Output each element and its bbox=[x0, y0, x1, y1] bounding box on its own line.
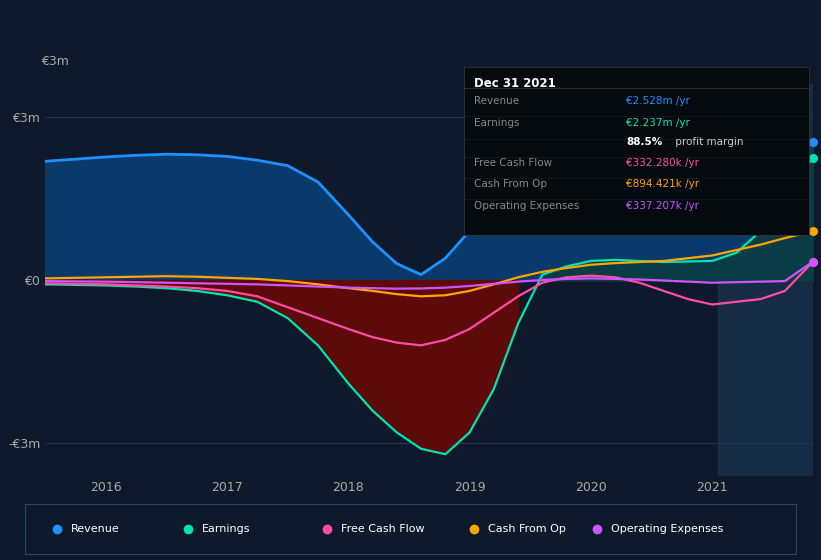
Text: €3m: €3m bbox=[41, 55, 69, 68]
Text: Cash From Op: Cash From Op bbox=[488, 524, 566, 534]
Point bbox=[806, 154, 819, 163]
Text: €894.421k /yr: €894.421k /yr bbox=[626, 179, 699, 189]
Text: Cash From Op: Cash From Op bbox=[475, 179, 548, 189]
Text: Earnings: Earnings bbox=[202, 524, 250, 534]
Text: Dec 31 2021: Dec 31 2021 bbox=[475, 77, 556, 90]
Text: Revenue: Revenue bbox=[71, 524, 120, 534]
Text: Free Cash Flow: Free Cash Flow bbox=[341, 524, 424, 534]
Text: €2.237m /yr: €2.237m /yr bbox=[626, 119, 690, 128]
Point bbox=[806, 227, 819, 236]
Text: €332.280k /yr: €332.280k /yr bbox=[626, 158, 699, 168]
Bar bbox=[718, 84, 821, 476]
Text: 88.5%: 88.5% bbox=[626, 137, 663, 147]
Text: Earnings: Earnings bbox=[475, 119, 520, 128]
Point bbox=[806, 138, 819, 147]
Point bbox=[806, 257, 819, 266]
Text: €337.207k /yr: €337.207k /yr bbox=[626, 201, 699, 211]
Text: Revenue: Revenue bbox=[475, 96, 520, 106]
Point bbox=[806, 258, 819, 267]
Text: Operating Expenses: Operating Expenses bbox=[475, 201, 580, 211]
Text: €2.528m /yr: €2.528m /yr bbox=[626, 96, 690, 106]
Text: profit margin: profit margin bbox=[672, 137, 744, 147]
Text: Operating Expenses: Operating Expenses bbox=[611, 524, 723, 534]
Text: Free Cash Flow: Free Cash Flow bbox=[475, 158, 553, 168]
